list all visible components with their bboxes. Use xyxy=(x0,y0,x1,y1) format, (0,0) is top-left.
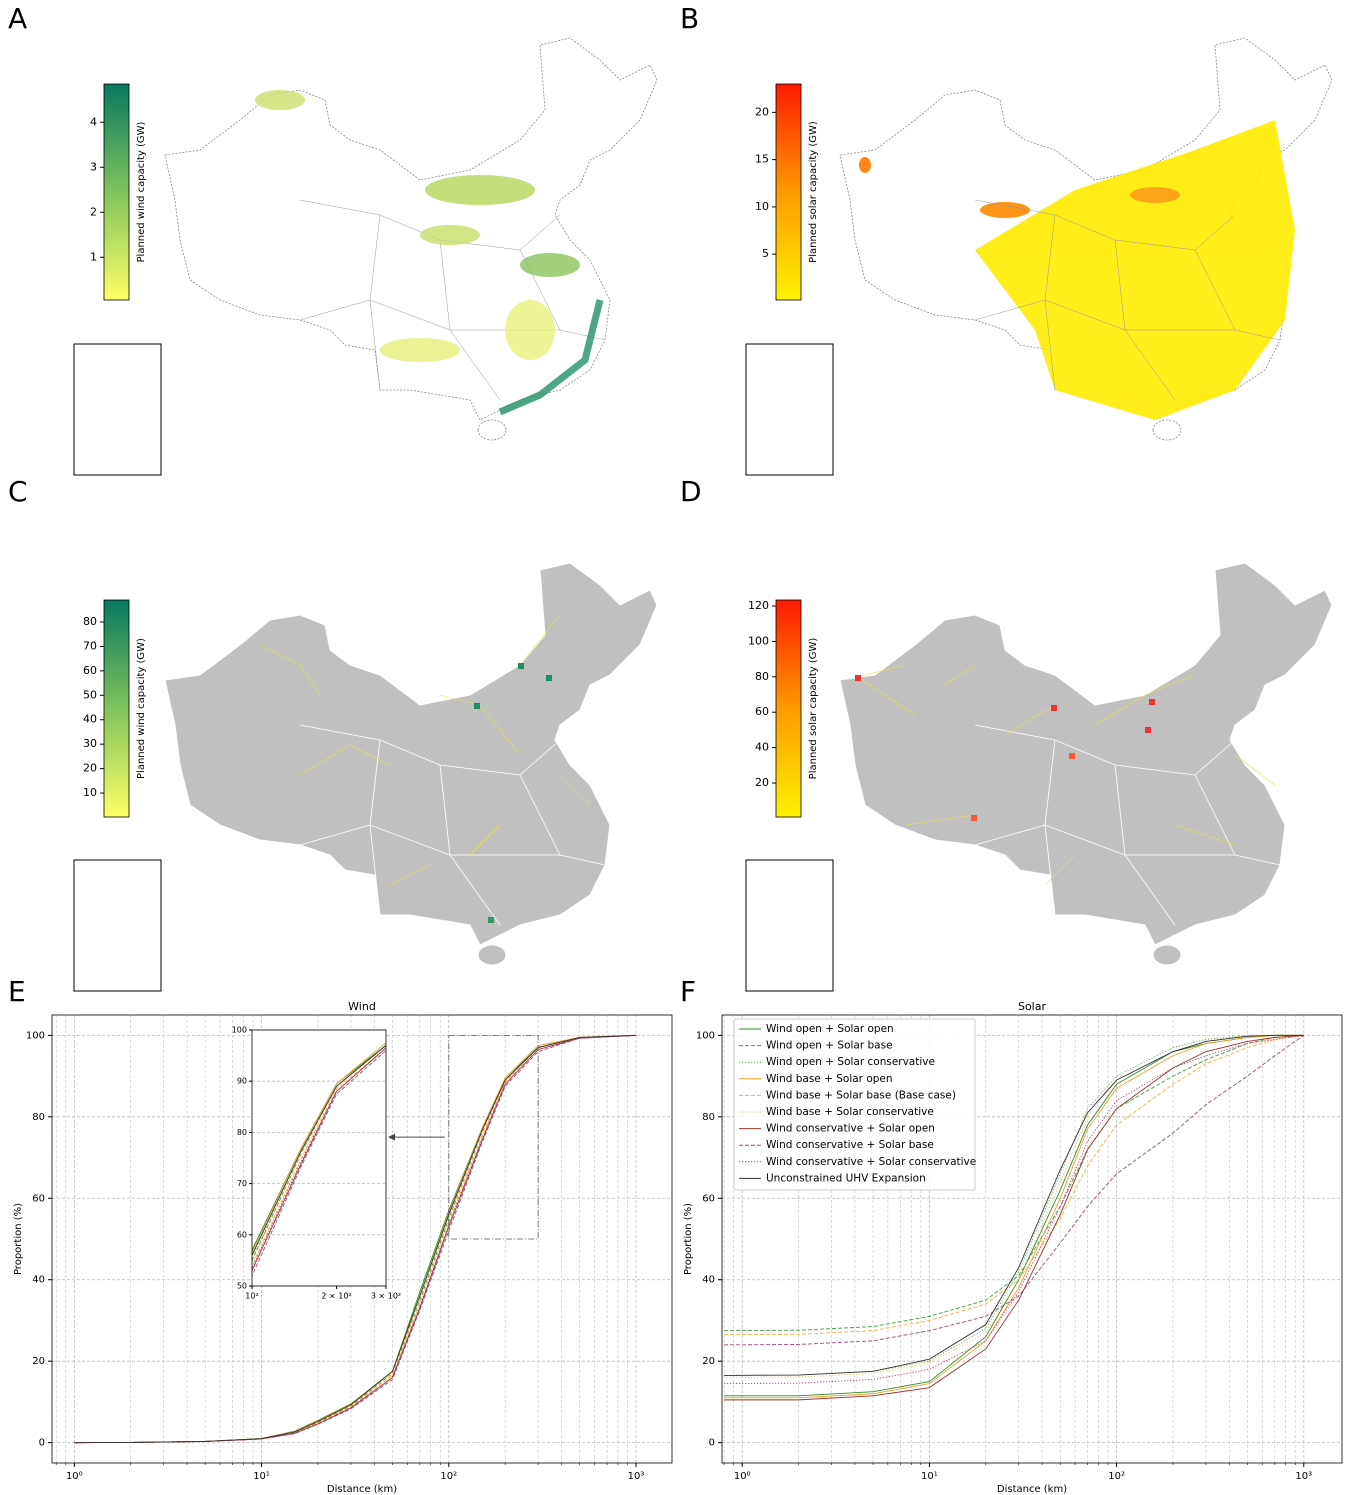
colorbar-tick-label: 3 xyxy=(90,160,97,173)
colorbar-tick-label: 5 xyxy=(762,247,769,260)
legend-label: Wind base + Solar conservative xyxy=(766,1106,934,1118)
x-tick-label: 10² xyxy=(440,1471,457,1482)
colorbar xyxy=(104,84,129,300)
y-tick-label: 60 xyxy=(702,1193,715,1204)
colorbar-tick-label: 60 xyxy=(755,705,769,718)
x-tick-label: 10⁰ xyxy=(734,1471,751,1482)
x-tick-label: 10⁰ xyxy=(66,1471,83,1482)
colorbar-tick-label: 30 xyxy=(83,737,97,750)
panel-letter: C xyxy=(8,475,28,508)
legend-label: Wind base + Solar open xyxy=(766,1073,893,1085)
figure: A 1 2 3 4 Planned wind capacity (GW) B 5 10 15 20 P… xyxy=(0,0,1352,1495)
y-axis-label: Proportion (%) xyxy=(683,1203,694,1275)
chart-title: Wind xyxy=(348,1000,376,1013)
colorbar-label: Planned solar capacity (GW) xyxy=(808,638,819,780)
inset-y-tick-label: 50 xyxy=(237,1282,247,1291)
colorbar-tick-label: 70 xyxy=(83,639,97,652)
x-tick-label: 10³ xyxy=(1295,1471,1312,1482)
y-tick-label: 60 xyxy=(32,1193,45,1204)
y-tick-label: 40 xyxy=(702,1275,715,1286)
map-c xyxy=(165,563,657,965)
panel-letter: E xyxy=(8,975,26,1008)
colorbar-tick-label: 20 xyxy=(83,762,97,775)
map-a xyxy=(165,38,657,440)
colorbar-tick-label: 40 xyxy=(755,741,769,754)
colorbar-tick-label: 80 xyxy=(83,615,97,628)
y-tick-label: 80 xyxy=(32,1112,45,1123)
inset-x-tick-label: 3 × 10² xyxy=(371,1292,401,1301)
y-tick-label: 40 xyxy=(32,1275,45,1286)
panel-letter: A xyxy=(8,2,27,35)
colorbar-tick-label: 4 xyxy=(90,115,97,128)
legend-label: Wind base + Solar base (Base case) xyxy=(766,1089,956,1101)
y-tick-label: 80 xyxy=(702,1112,715,1123)
legend-label: Wind conservative + Solar base xyxy=(766,1139,934,1151)
y-tick-label: 0 xyxy=(39,1438,45,1449)
y-tick-label: 100 xyxy=(696,1030,715,1041)
colorbar-tick-label: 60 xyxy=(83,664,97,677)
map-b xyxy=(840,38,1332,440)
y-tick-label: 20 xyxy=(32,1356,45,1367)
y-tick-label: 20 xyxy=(702,1356,715,1367)
colorbar-tick-label: 10 xyxy=(755,200,769,213)
colorbar-tick-label: 15 xyxy=(755,153,769,166)
inset-y-tick-label: 70 xyxy=(237,1179,247,1188)
panel-letter: B xyxy=(680,2,699,35)
panel-letter: D xyxy=(680,475,702,508)
colorbar xyxy=(776,600,801,817)
inset-y-tick-label: 90 xyxy=(237,1077,247,1086)
x-axis-label: Distance (km) xyxy=(997,1484,1067,1495)
colorbar-tick-label: 20 xyxy=(755,105,769,118)
x-tick-label: 10² xyxy=(1108,1471,1125,1482)
zoom-arrow-head xyxy=(388,1134,395,1141)
legend-label: Wind open + Solar conservative xyxy=(766,1056,935,1068)
map-d xyxy=(840,563,1332,965)
x-axis-label: Distance (km) xyxy=(327,1484,397,1495)
panel-letter: F xyxy=(680,975,696,1008)
colorbar-tick-label: 1 xyxy=(90,250,97,263)
colorbar-tick-label: 100 xyxy=(748,634,769,647)
y-axis-label: Proportion (%) xyxy=(13,1203,24,1275)
legend-label: Wind open + Solar open xyxy=(766,1023,894,1035)
x-tick-label: 10¹ xyxy=(921,1471,938,1482)
chart-title: Solar xyxy=(1018,1000,1047,1013)
legend-label: Unconstrained UHV Expansion xyxy=(766,1172,926,1184)
inset-x-tick-label: 10² xyxy=(245,1292,258,1301)
inset-x-tick-label: 2 × 10² xyxy=(321,1292,351,1301)
colorbar-label: Planned wind capacity (GW) xyxy=(136,121,147,262)
y-tick-label: 100 xyxy=(26,1030,45,1041)
legend-label: Wind open + Solar base xyxy=(766,1040,893,1052)
colorbar-tick-label: 2 xyxy=(90,205,97,218)
inset-y-tick-label: 100 xyxy=(232,1026,247,1035)
legend-label: Wind conservative + Solar conservative xyxy=(766,1156,976,1168)
colorbar-tick-label: 50 xyxy=(83,688,97,701)
colorbar xyxy=(776,84,801,300)
y-tick-label: 0 xyxy=(709,1438,715,1449)
colorbar xyxy=(104,600,129,817)
colorbar-label: Planned solar capacity (GW) xyxy=(808,121,819,263)
inset-y-tick-label: 80 xyxy=(237,1128,247,1137)
colorbar-tick-label: 80 xyxy=(755,670,769,683)
colorbar-label: Planned wind capacity (GW) xyxy=(136,638,147,779)
x-tick-label: 10³ xyxy=(628,1471,645,1482)
colorbar-tick-label: 10 xyxy=(83,786,97,799)
legend-label: Wind conservative + Solar open xyxy=(766,1123,935,1135)
colorbar-tick-label: 40 xyxy=(83,713,97,726)
x-tick-label: 10¹ xyxy=(253,1471,270,1482)
inset-y-tick-label: 60 xyxy=(237,1230,247,1239)
colorbar-tick-label: 20 xyxy=(755,776,769,789)
colorbar-tick-label: 120 xyxy=(748,599,769,612)
